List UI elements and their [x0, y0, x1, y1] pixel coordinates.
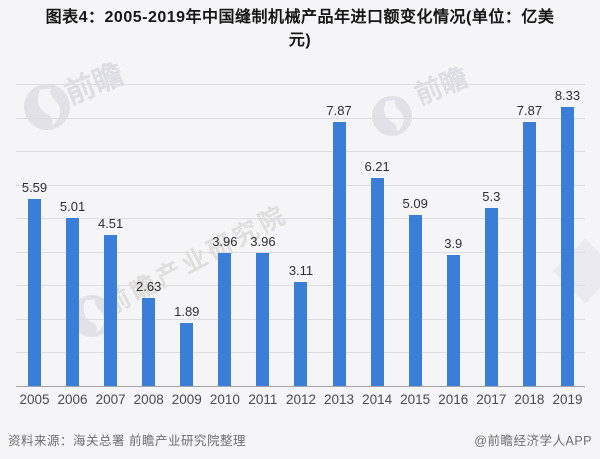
bar-value-label-2014: 6.21 [364, 158, 390, 174]
qianzhan-brand-watermark: 前瞻 [60, 57, 129, 111]
x-tick-label-2008: 2008 [133, 392, 164, 407]
watermark-fragment [552, 238, 600, 304]
bar-value-label-2008: 2.63 [136, 278, 162, 294]
x-tick-label-2007: 2007 [95, 392, 126, 407]
gridline [16, 251, 585, 253]
gridline [16, 218, 585, 219]
x-tick-label-2012: 2012 [285, 392, 316, 407]
bar-value-label-2006: 5.01 [59, 198, 86, 214]
x-tick-label-2011: 2011 [248, 392, 278, 407]
bar-value-label-2013: 7.87 [326, 102, 352, 118]
bar-2019 [560, 106, 574, 386]
app-credit: @前瞻经济学人APP [474, 434, 592, 448]
x-tick-label-2005: 2005 [19, 392, 50, 407]
x-tick-label-2016: 2016 [438, 392, 469, 407]
x-tick-label-2018: 2018 [514, 392, 545, 407]
bar-2005 [28, 198, 41, 386]
x-tick-label-2013: 2013 [324, 392, 355, 407]
gridline [16, 184, 585, 186]
x-axis-line [16, 385, 585, 387]
bar-2012 [294, 281, 308, 386]
gridline [16, 117, 585, 119]
bar-value-label-2010: 3.96 [212, 233, 238, 249]
gridline [16, 84, 585, 85]
bar-value-label-2016: 3.9 [444, 235, 463, 251]
bar-value-label-2017: 5.3 [482, 188, 501, 204]
qianzhan-logo-watermark-icon [372, 96, 412, 136]
x-tick-label-2014: 2014 [362, 392, 393, 407]
bar-value-label-2011: 3.96 [250, 233, 276, 249]
x-tick-label-2019: 2019 [552, 392, 583, 407]
bar-2008 [142, 297, 156, 386]
x-tick-label-2009: 2009 [171, 392, 202, 407]
qianzhan-logo-watermark-icon [24, 84, 70, 130]
bar-2006 [66, 217, 80, 386]
x-tick-label-2010: 2010 [209, 392, 240, 407]
bar-2011 [256, 252, 270, 386]
x-tick-label-2015: 2015 [400, 392, 431, 407]
x-tick-label-2017: 2017 [476, 392, 507, 407]
chart-title-line1: 图表4：2005-2019年中国缝制机械产品年进口额变化情况(单位：亿美 [45, 9, 555, 26]
bar-value-label-2015: 5.09 [402, 195, 428, 211]
bar-2007 [104, 234, 118, 386]
bar-2010 [218, 252, 232, 386]
bar-value-label-2005: 5.59 [21, 179, 48, 195]
chart-title: 图表4：2005-2019年中国缝制机械产品年进口额变化情况(单位：亿美 元) [0, 6, 600, 52]
gridline [16, 151, 585, 152]
bar-value-label-2018: 7.87 [516, 102, 543, 118]
bar-value-label-2012: 3.11 [288, 262, 314, 278]
source-note: 资料来源：海关总署 前瞻产业研究院整理 [8, 434, 246, 448]
x-tick-label-2006: 2006 [57, 392, 88, 407]
bar-value-label-2019: 8.33 [554, 87, 581, 103]
chart-title-line2: 元) [288, 32, 312, 49]
bar-2018 [522, 121, 536, 386]
bar-2017 [484, 207, 498, 386]
bar-2015 [408, 214, 422, 386]
bar-value-label-2007: 4.51 [97, 215, 124, 231]
bar-value-label-2009: 1.89 [174, 303, 200, 319]
bar-2014 [370, 177, 384, 386]
bar-2013 [332, 121, 346, 386]
bar-2016 [446, 254, 460, 386]
bar-2009 [180, 322, 194, 386]
